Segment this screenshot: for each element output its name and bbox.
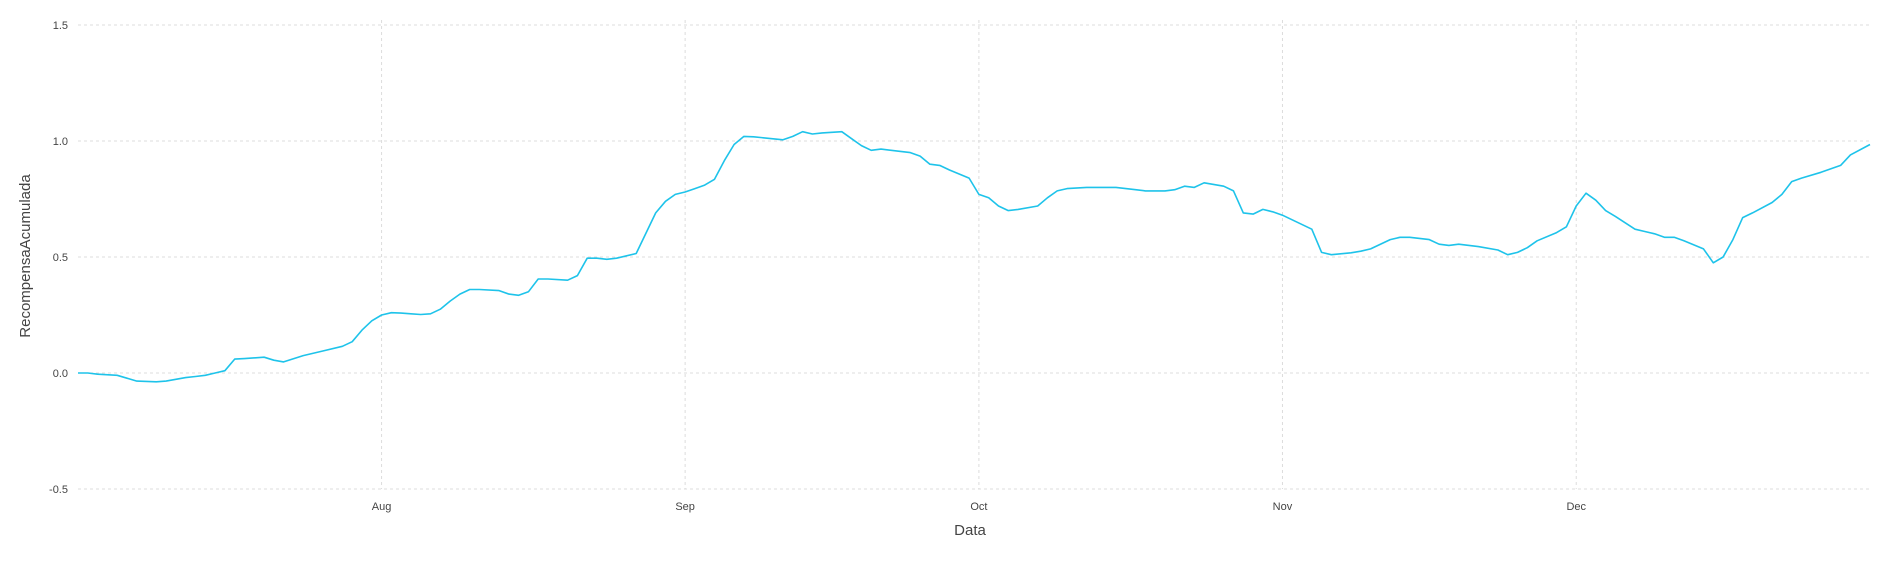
y-axis-title: RecompensaAcumulada — [17, 174, 34, 338]
x-axis-ticks: Aug Sep Oct Nov Dec — [372, 501, 1587, 513]
x-tick-label: Nov — [1273, 501, 1293, 513]
y-tick-label: 0.0 — [53, 368, 68, 380]
x-tick-label: Sep — [675, 501, 695, 513]
y-tick-label: 1.0 — [53, 136, 68, 148]
y-tick-label: 0.5 — [53, 252, 68, 264]
grid — [78, 20, 1870, 490]
x-tick-label: Aug — [372, 501, 392, 513]
x-axis-title: Data — [954, 522, 986, 539]
series-layer — [78, 130, 1871, 383]
y-axis-ticks: -0.5 0.0 0.5 1.0 1.5 — [49, 20, 68, 496]
y-tick-label: -0.5 — [49, 484, 68, 496]
series-line — [78, 130, 1871, 383]
x-tick-label: Dec — [1566, 501, 1586, 513]
x-tick-label: Oct — [970, 501, 987, 513]
y-tick-label: 1.5 — [53, 20, 68, 32]
